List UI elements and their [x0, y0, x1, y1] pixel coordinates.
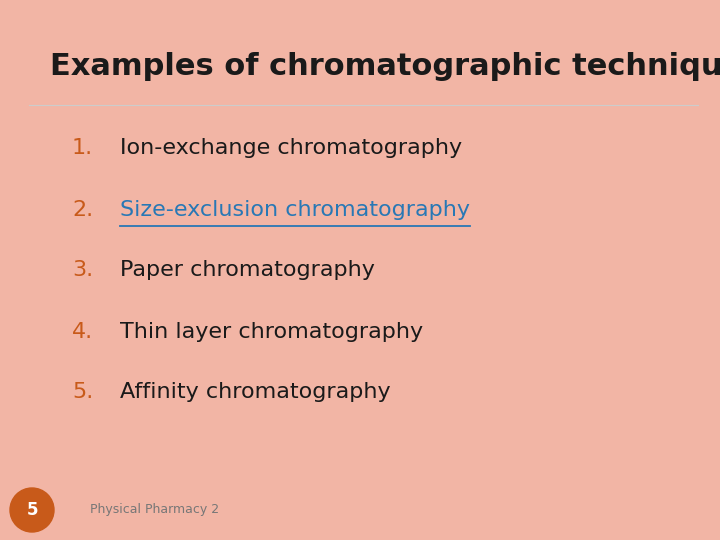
Text: Examples of chromatographic techniques: Examples of chromatographic techniques	[50, 52, 720, 81]
Text: 2.: 2.	[72, 200, 93, 220]
Circle shape	[10, 488, 54, 532]
Text: 1.: 1.	[72, 138, 93, 158]
Text: 5.: 5.	[72, 382, 94, 402]
Text: Size-exclusion chromatography: Size-exclusion chromatography	[120, 200, 470, 220]
Text: Affinity chromatography: Affinity chromatography	[120, 382, 391, 402]
Text: 3.: 3.	[72, 260, 93, 280]
Text: Physical Pharmacy 2: Physical Pharmacy 2	[90, 503, 219, 516]
Text: Paper chromatography: Paper chromatography	[120, 260, 375, 280]
Text: 5: 5	[26, 501, 37, 519]
Text: Thin layer chromatography: Thin layer chromatography	[120, 322, 423, 342]
Text: Ion-exchange chromatography: Ion-exchange chromatography	[120, 138, 462, 158]
Text: 4.: 4.	[72, 322, 93, 342]
